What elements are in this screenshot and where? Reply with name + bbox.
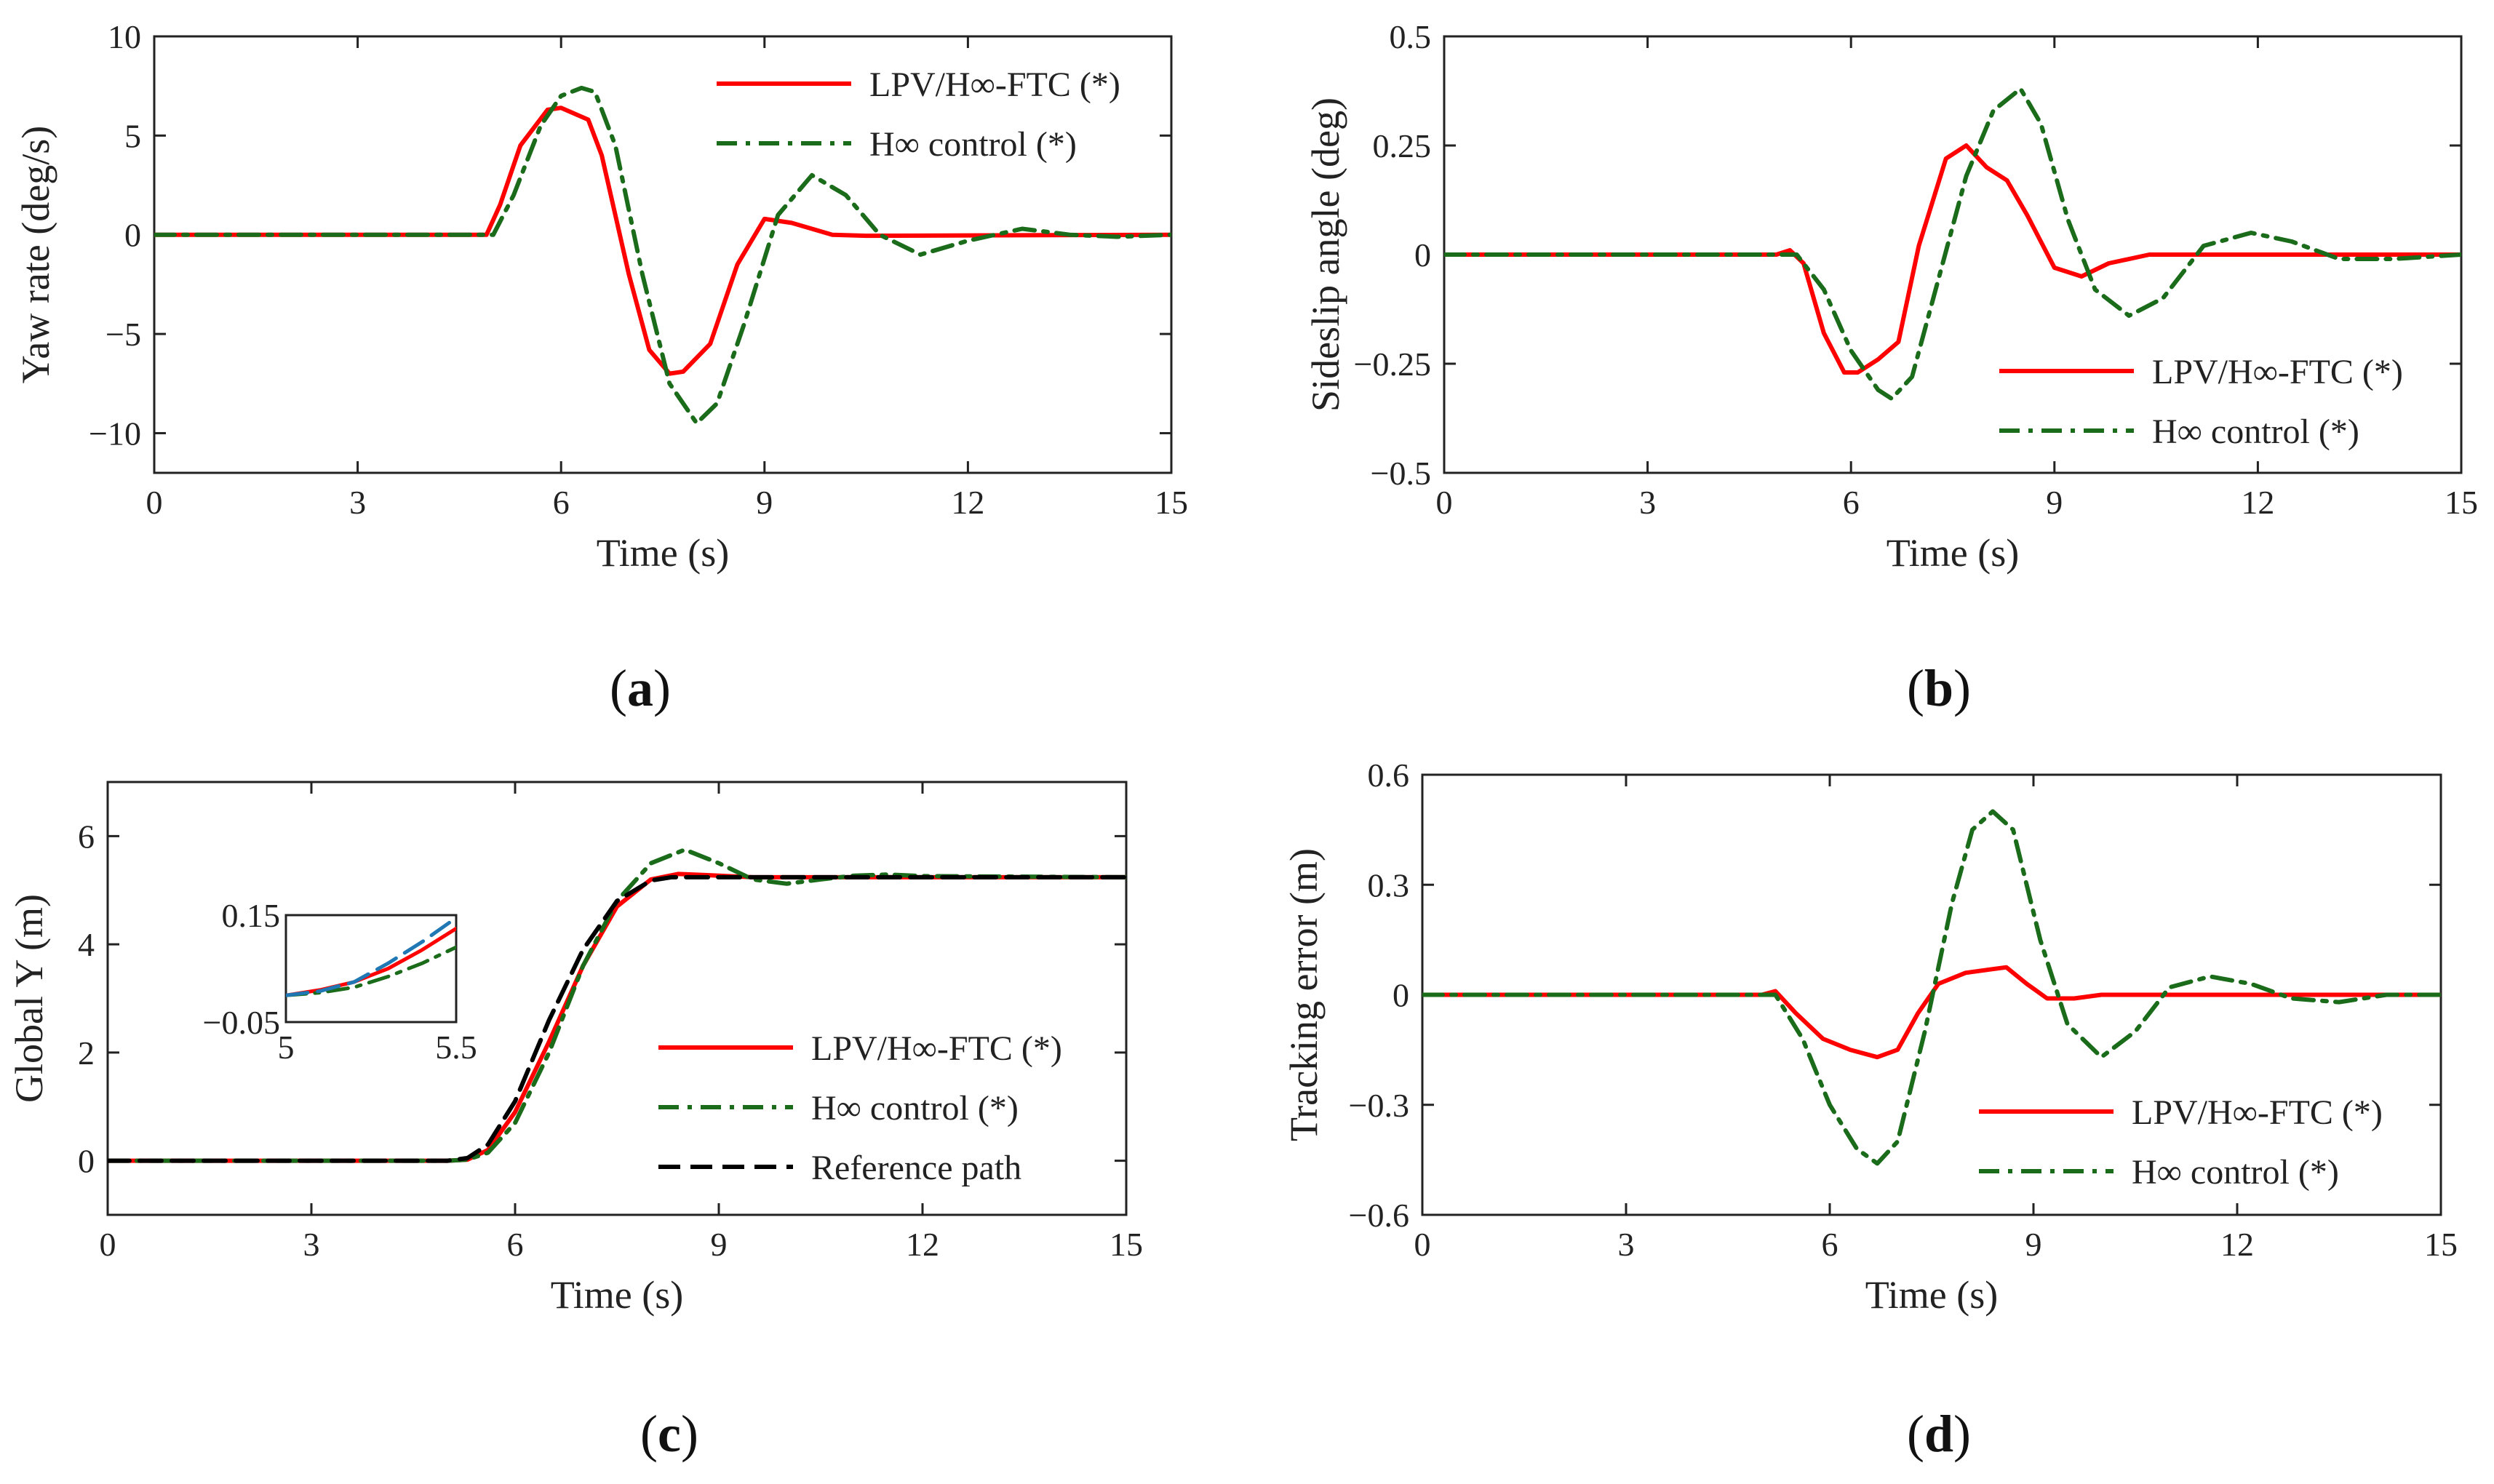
legend-label-d-1: H∞ control (*) xyxy=(2132,1153,2339,1192)
y-tick-label-b: 0.5 xyxy=(1390,18,1432,55)
legend-label-d-0: LPV/H∞-FTC (*) xyxy=(2132,1093,2383,1132)
chart-panel-c: 0 3 6 9 12 15 0 2 4 6 Time (s) Global Y (m) LPV/H∞-F… xyxy=(7,781,1143,1317)
x-tick-label-c: 3 xyxy=(303,1226,320,1263)
x-axis-label-a: Time (s) xyxy=(597,531,730,575)
y-tick-label-b: −0.5 xyxy=(1371,455,1431,492)
y-tick-label-c: 4 xyxy=(78,926,95,963)
caption-c: (c) xyxy=(640,1405,698,1463)
y-tick-label-a: 10 xyxy=(108,18,141,55)
x-tick-label-b: 6 xyxy=(1843,484,1860,521)
series-line-d-0 xyxy=(1422,965,2441,1060)
series-line-d-1 xyxy=(1422,809,2441,1166)
x-axis-label-d: Time (s) xyxy=(1865,1273,1999,1317)
series-line-b-0 xyxy=(1444,143,2461,375)
x-tick-label-c: 15 xyxy=(1109,1226,1143,1263)
chart-panel-b: 0 3 6 9 12 15 −0.5 −0.25 0 0.25 0.5 Time (s) Sidesli… xyxy=(1304,18,2478,575)
x-tick-label-d: 0 xyxy=(1414,1226,1431,1263)
inset-y-tick-label: 0.15 xyxy=(222,897,281,934)
chart-panel-a: 0 3 6 9 12 15 −10 −5 0 5 10 Time (s) Yaw rate (deg/s… xyxy=(14,18,1188,575)
x-tick-label-b: 3 xyxy=(1639,484,1656,521)
caption-d-letter: d xyxy=(1924,1405,1954,1463)
y-tick-label-d: 0 xyxy=(1393,977,1409,1014)
y-tick-label-a: −10 xyxy=(89,415,141,452)
y-tick-label-d: −0.3 xyxy=(1349,1087,1409,1124)
caption-b: (b) xyxy=(1906,659,1971,717)
x-tick-label-d: 12 xyxy=(2220,1226,2254,1263)
y-tick-label-c: 0 xyxy=(78,1143,95,1180)
y-axis-label-a: Yaw rate (deg/s) xyxy=(14,126,57,383)
x-tick-label-a: 0 xyxy=(146,484,163,521)
x-tick-label-b: 12 xyxy=(2241,484,2274,521)
y-tick-label-c: 6 xyxy=(78,818,95,855)
series-line-c-2 xyxy=(108,874,1126,1163)
legend-label-a-1: H∞ control (*) xyxy=(869,125,1077,164)
x-tick-label-a: 9 xyxy=(756,484,773,521)
series-line-a-0 xyxy=(154,105,1171,376)
y-tick-label-b: 0.25 xyxy=(1373,127,1432,164)
x-tick-label-a: 3 xyxy=(349,484,366,521)
series-line-a-1 xyxy=(154,85,1171,426)
y-tick-label-d: 0.3 xyxy=(1368,866,1410,903)
y-tick-label-a: 5 xyxy=(124,117,141,154)
series-line-b-1 xyxy=(1444,87,2461,401)
x-tick-label-c: 0 xyxy=(100,1226,116,1263)
y-axis-label-d: Tracking error (m) xyxy=(1282,848,1326,1141)
inset-y-tick-label: −0.05 xyxy=(203,1004,280,1041)
y-tick-label-d: 0.6 xyxy=(1368,757,1410,794)
series-line-c-inset-1 xyxy=(286,945,456,997)
plot-frame-c xyxy=(106,781,1128,1216)
caption-d: (d) xyxy=(1906,1405,1971,1463)
legend-label-c-1: H∞ control (*) xyxy=(811,1089,1019,1128)
x-tick-label-d: 3 xyxy=(1618,1226,1635,1263)
x-tick-label-a: 6 xyxy=(553,484,570,521)
inset-x-tick-label: 5 xyxy=(278,1029,295,1066)
x-tick-label-b: 9 xyxy=(2046,484,2063,521)
x-tick-label-a: 15 xyxy=(1155,484,1188,521)
x-tick-label-c: 12 xyxy=(906,1226,939,1263)
caption-a-letter: a xyxy=(627,659,653,717)
plot-frame-a xyxy=(153,35,1173,474)
y-axis-label-c: Global Y (m) xyxy=(7,894,51,1103)
inset-x-tick-label: 5.5 xyxy=(435,1029,477,1066)
y-tick-label-a: 0 xyxy=(124,217,141,254)
x-tick-label-c: 6 xyxy=(507,1226,524,1263)
caption-b-letter: b xyxy=(1924,659,1954,717)
inset-frame xyxy=(284,914,458,1024)
chart-panel-d: 0 3 6 9 12 15 −0.6 −0.3 0 0.3 0.6 Time (s) Tracking … xyxy=(1282,757,2458,1317)
y-tick-label-b: 0 xyxy=(1414,236,1431,274)
x-tick-label-c: 9 xyxy=(711,1226,728,1263)
y-tick-label-d: −0.6 xyxy=(1349,1197,1409,1234)
legend-label-b-0: LPV/H∞-FTC (*) xyxy=(2152,353,2403,391)
legend-label-c-2: Reference path xyxy=(811,1149,1021,1187)
y-tick-label-c: 2 xyxy=(78,1034,95,1072)
series-line-c-inset-0 xyxy=(286,926,456,997)
caption-a: (a) xyxy=(610,659,671,717)
inset-plot-c: 5 5.5 −0.05 0.15 xyxy=(203,897,477,1066)
caption-c-letter: c xyxy=(658,1405,681,1463)
x-tick-label-a: 12 xyxy=(951,484,984,521)
x-axis-label-b: Time (s) xyxy=(1887,531,2020,575)
x-tick-label-d: 6 xyxy=(1822,1226,1838,1263)
y-tick-label-a: −5 xyxy=(105,316,141,353)
x-tick-label-b: 15 xyxy=(2445,484,2478,521)
x-tick-label-d: 9 xyxy=(2025,1226,2042,1263)
legend-label-c-0: LPV/H∞-FTC (*) xyxy=(811,1029,1062,1068)
x-tick-label-d: 15 xyxy=(2424,1226,2458,1263)
x-axis-label-c: Time (s) xyxy=(551,1273,684,1317)
y-axis-label-b: Sideslip angle (deg) xyxy=(1304,97,1347,412)
legend-label-a-0: LPV/H∞-FTC (*) xyxy=(869,65,1120,104)
x-tick-label-b: 0 xyxy=(1436,484,1453,521)
y-tick-label-b: −0.25 xyxy=(1354,346,1431,383)
legend-label-b-1: H∞ control (*) xyxy=(2152,412,2359,451)
